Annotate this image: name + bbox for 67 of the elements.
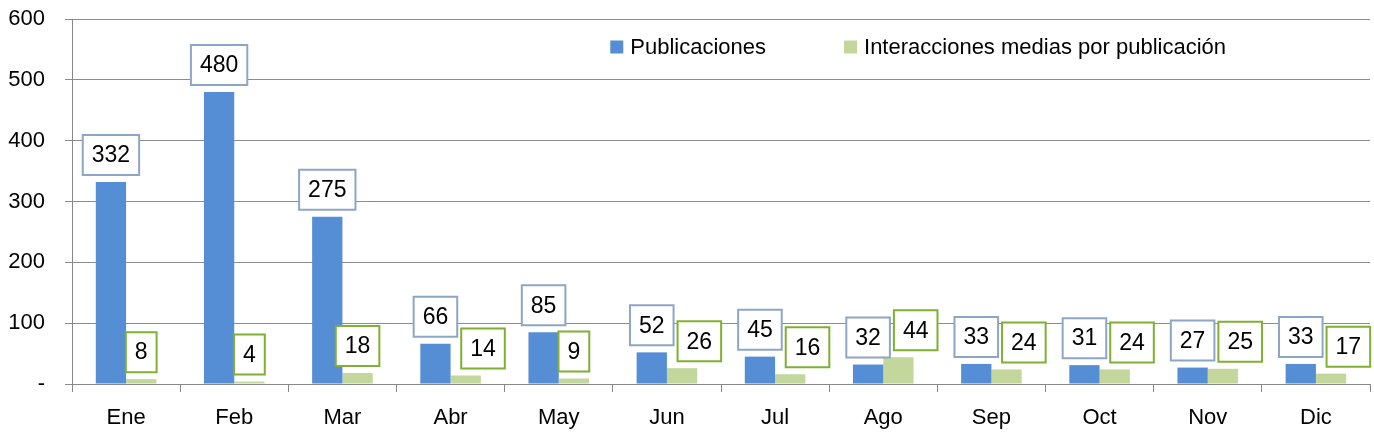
data-label: 332 bbox=[91, 141, 131, 168]
data-label: 33 bbox=[1287, 323, 1314, 350]
bar bbox=[666, 368, 698, 384]
bar bbox=[420, 343, 451, 384]
data-label: 16 bbox=[794, 333, 821, 360]
x-tick-label: Nov bbox=[1188, 404, 1228, 430]
data-label: 85 bbox=[530, 291, 557, 318]
bar bbox=[1177, 367, 1208, 384]
x-tick-label: Ene bbox=[106, 404, 146, 430]
data-label: 480 bbox=[199, 51, 239, 78]
bar bbox=[450, 375, 481, 384]
data-label: 14 bbox=[470, 334, 497, 361]
x-tick-label: Mar bbox=[323, 404, 362, 430]
data-label: 33 bbox=[963, 323, 990, 350]
bar bbox=[883, 357, 914, 384]
y-tick-label: 100 bbox=[8, 309, 45, 335]
bar bbox=[961, 363, 992, 384]
x-tick-label: Dic bbox=[1300, 404, 1332, 430]
data-label: 25 bbox=[1227, 328, 1253, 355]
data-label: 17 bbox=[1335, 333, 1362, 359]
bar bbox=[1315, 373, 1347, 384]
legend-label: Publicaciones bbox=[630, 34, 767, 60]
x-tick-label: Sep bbox=[971, 404, 1011, 430]
x-tick-label: Abr bbox=[433, 404, 468, 430]
x-tick-label: May bbox=[537, 404, 580, 430]
bar bbox=[312, 216, 343, 384]
y-tick-label: - bbox=[37, 370, 45, 396]
bar bbox=[991, 369, 1022, 384]
bar bbox=[558, 378, 590, 384]
data-label: 4 bbox=[242, 340, 256, 367]
y-tick-label: 500 bbox=[8, 65, 45, 91]
bar bbox=[1099, 369, 1130, 384]
x-tick-label: Ago bbox=[863, 404, 903, 430]
y-tick-label: 600 bbox=[8, 5, 45, 31]
data-label: 66 bbox=[422, 303, 449, 330]
data-label: 9 bbox=[567, 337, 581, 364]
bar bbox=[1285, 363, 1316, 384]
bar bbox=[775, 374, 806, 384]
bar bbox=[126, 379, 157, 384]
bar bbox=[95, 182, 127, 384]
data-label: 31 bbox=[1071, 324, 1098, 351]
bar bbox=[636, 352, 667, 384]
bar bbox=[744, 356, 776, 384]
data-label: 52 bbox=[638, 311, 665, 338]
data-label: 32 bbox=[855, 323, 881, 350]
data-label: 27 bbox=[1179, 326, 1206, 353]
legend-label: Interacciones medias por publicación bbox=[864, 34, 1226, 60]
bar bbox=[342, 373, 373, 384]
x-tick-label: Oct bbox=[1082, 404, 1117, 430]
data-label: 275 bbox=[308, 176, 347, 203]
bar bbox=[203, 92, 235, 384]
bar bbox=[1069, 365, 1100, 384]
data-label: 26 bbox=[686, 327, 713, 354]
x-tick-label: Jun bbox=[649, 404, 685, 430]
data-label: 18 bbox=[344, 332, 371, 359]
bar bbox=[852, 364, 884, 384]
data-label: 24 bbox=[1011, 328, 1037, 355]
x-tick-label: Feb bbox=[215, 404, 254, 430]
data-label: 24 bbox=[1119, 328, 1146, 355]
x-tick-label: Jul bbox=[761, 404, 790, 430]
y-tick-label: 400 bbox=[8, 126, 45, 152]
data-label: 44 bbox=[902, 316, 929, 343]
bar bbox=[1207, 368, 1239, 384]
y-tick-label: 300 bbox=[8, 187, 45, 213]
y-tick-label: 200 bbox=[8, 248, 45, 274]
data-label: 45 bbox=[747, 315, 773, 342]
data-label: 8 bbox=[134, 338, 148, 365]
